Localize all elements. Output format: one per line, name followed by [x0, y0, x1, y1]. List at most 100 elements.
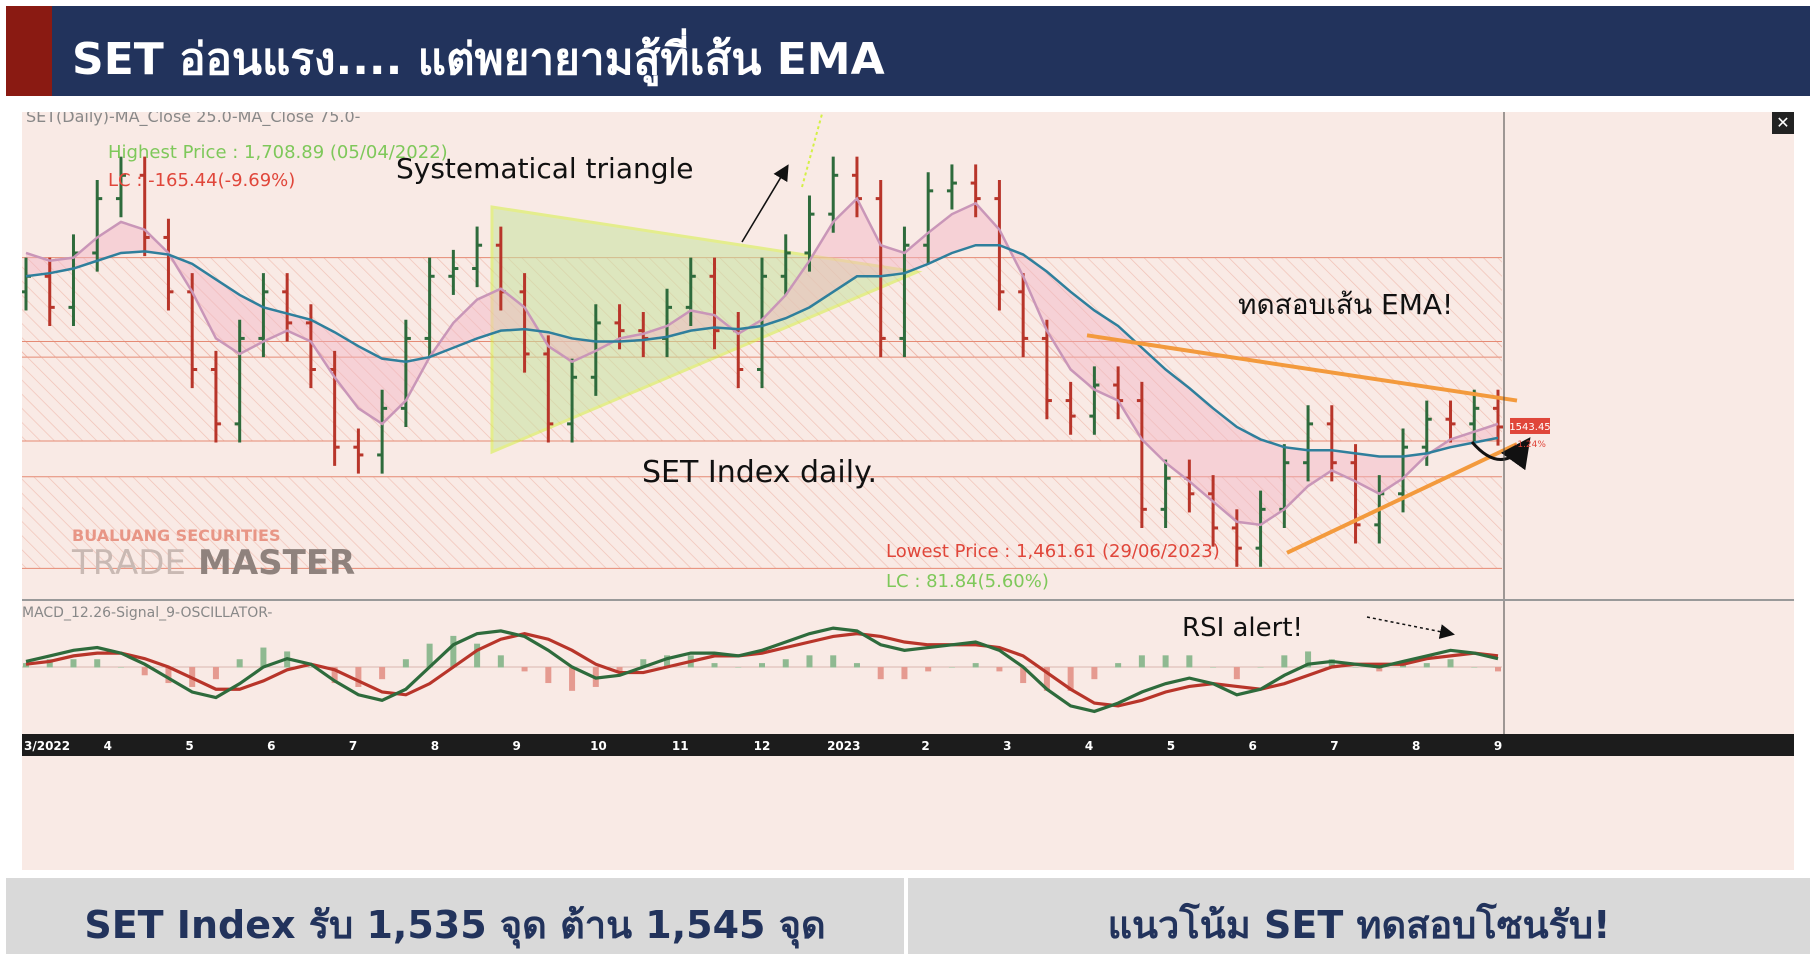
macd-histogram-bar — [830, 655, 837, 668]
macd-histogram-bar — [70, 659, 77, 668]
time-axis-tick: 2023 — [827, 739, 860, 753]
last-price-tag — [1510, 417, 1550, 434]
time-axis-tick: 4 — [1085, 739, 1093, 753]
macd-histogram-bar — [165, 667, 172, 684]
macd-histogram-bar — [545, 667, 552, 684]
price-bar — [448, 249, 459, 295]
time-axis-tick: 7 — [1330, 739, 1338, 753]
price-bar — [1303, 405, 1314, 482]
price-bar — [92, 179, 103, 272]
macd-histogram-bar — [94, 659, 101, 668]
macd-panel — [22, 626, 1502, 714]
price-bar — [1231, 509, 1242, 567]
time-axis-tick: 6 — [267, 739, 275, 753]
macd-histogram-bar — [759, 663, 765, 668]
macd-line — [25, 626, 1499, 714]
macd-histogram-bar — [355, 667, 362, 687]
macd-histogram-bar — [236, 659, 243, 668]
price-bar — [1208, 475, 1219, 547]
price-bar — [115, 156, 126, 218]
lower-trend-line — [1286, 442, 1518, 555]
macd-title: MACD_12.26-Signal_9-OSCILLATOR- — [22, 605, 272, 621]
macd-histogram-bar — [925, 667, 932, 672]
ma75-line — [25, 243, 1499, 458]
ma25-line — [25, 196, 1499, 527]
price-bar — [210, 350, 221, 443]
price-bar — [946, 164, 957, 210]
price-bar — [44, 257, 55, 326]
price-bar — [685, 257, 696, 326]
price-bar — [1018, 273, 1029, 358]
price-bar — [353, 428, 364, 474]
macd-histogram-bar — [1471, 667, 1478, 668]
price-bar — [757, 257, 767, 389]
macd-histogram-bar — [23, 663, 29, 668]
macd-histogram-bar — [853, 663, 860, 668]
macd-histogram-bar — [1423, 663, 1430, 668]
time-axis-tick: 3 — [1003, 739, 1011, 753]
index-annotation: SET Index daily. — [642, 455, 877, 490]
title-accent — [6, 6, 52, 96]
macd-histogram-bar — [1447, 659, 1454, 668]
time-axis-tick: 6 — [1248, 739, 1256, 753]
rsi-alert-annotation: RSI alert! — [1182, 613, 1303, 643]
macd-histogram-bar — [735, 667, 742, 668]
time-axis-tick: 11 — [672, 739, 689, 753]
time-axis-tick: 5 — [185, 739, 193, 753]
macd-histogram-bar — [497, 655, 504, 668]
ema-test-annotation: ทดสอบเส้น EMA! — [1238, 288, 1453, 321]
time-axis-tick: 10 — [590, 739, 607, 753]
macd-histogram-bar — [616, 667, 623, 672]
price-bar — [709, 257, 720, 350]
macd-histogram-bar — [331, 667, 338, 684]
price-bar — [1065, 381, 1076, 435]
price-bar — [258, 273, 269, 358]
macd-histogram-bar — [1257, 667, 1264, 668]
chart-close-button[interactable]: ✕ — [1772, 112, 1794, 134]
time-axis-tick: 4 — [104, 739, 112, 753]
macd-histogram-bar — [450, 635, 457, 668]
macd-histogram-bar — [379, 667, 386, 680]
time-axis-tick: 8 — [431, 739, 439, 753]
chart-area: 3/2022 4 5 6 7 8 9 10 11 12 2023 2 3 4 5 6 7 8 9 1543.45 -1… — [22, 112, 1794, 870]
price-bar — [234, 319, 245, 443]
price-bar — [1041, 319, 1052, 420]
price-bar — [1089, 366, 1100, 435]
macd-histogram-bar — [1328, 659, 1335, 668]
resistance-zone-2 — [22, 476, 1502, 569]
breakout-arrow — [741, 164, 789, 243]
macd-histogram-bar — [1233, 667, 1240, 680]
lowest-lc-label: LC : 81.84(5.60%) — [886, 571, 1049, 592]
time-axis-tick: 7 — [349, 739, 357, 753]
price-bar — [543, 335, 554, 443]
macd-histogram-bar — [782, 659, 789, 668]
price-bar — [163, 218, 174, 311]
macd-histogram-bar — [1281, 655, 1288, 668]
upper-trend-line — [1086, 333, 1518, 403]
time-axis-tick: 12 — [754, 739, 771, 753]
macd-histogram-bar — [1115, 663, 1122, 668]
macd-histogram-bar — [212, 667, 219, 680]
macd-histogram-bar — [521, 667, 528, 672]
macd-histogram-bar — [972, 663, 979, 668]
macd-histogram-bar — [1376, 667, 1383, 672]
macd-histogram-bar — [901, 667, 908, 680]
macd-histogram-bar — [1020, 667, 1027, 684]
macd-histogram-bar — [948, 667, 955, 668]
price-bar — [139, 156, 150, 257]
highest-price-label: Highest Price : 1,708.89 (05/04/2022) — [108, 142, 448, 163]
macd-histogram-bar — [1043, 667, 1050, 691]
watermark-company: BUALUANG SECURITIES — [72, 526, 280, 545]
price-bar — [400, 319, 411, 427]
macd-histogram-bar — [569, 667, 576, 691]
macd-histogram-bar — [260, 647, 267, 668]
price-bar — [923, 172, 934, 264]
macd-histogram-bar — [1495, 667, 1501, 672]
macd-histogram-bar — [711, 663, 718, 668]
trend-lines — [741, 164, 1531, 555]
macd-histogram-bar — [426, 643, 433, 668]
rebound-arrow — [1470, 437, 1531, 471]
macd-histogram-bar — [877, 667, 884, 680]
price-bar — [1255, 490, 1266, 567]
price-bar — [1350, 444, 1361, 544]
